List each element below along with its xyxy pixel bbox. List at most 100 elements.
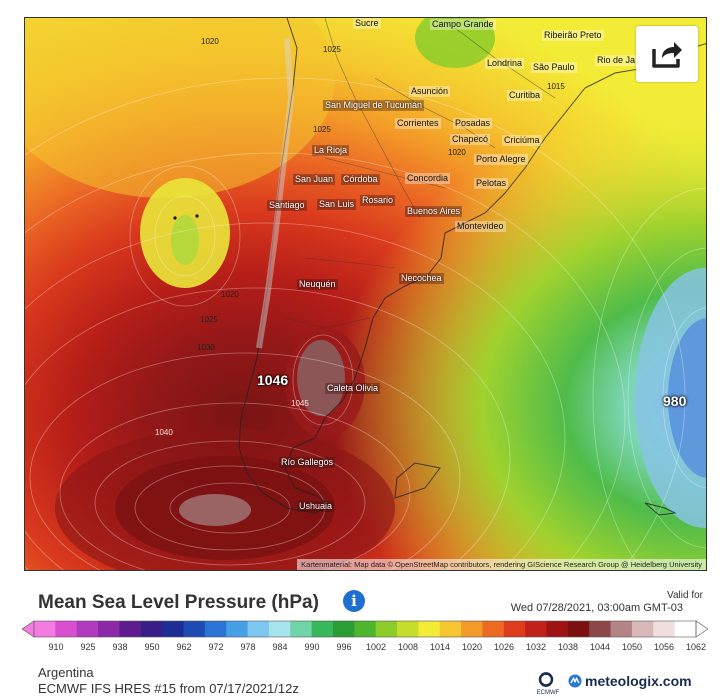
color-scale-segment: [183, 621, 206, 637]
pressure-map[interactable]: Sucre Campo Grande Ribeirão Preto Londrina S…: [24, 17, 707, 571]
color-scale-segment: [247, 621, 270, 637]
place-asuncion: Asunción: [409, 86, 451, 97]
place-caleta-olivia: Caleta Olivia: [325, 383, 381, 394]
place-buenos-aires: Buenos Aires: [405, 206, 463, 217]
place-campo-grande: Campo Grande: [430, 19, 496, 30]
legend-title: Mean Sea Level Pressure (hPa): [38, 592, 319, 613]
color-scale-tick: 1026: [493, 642, 515, 652]
place-rosario: Rosario: [360, 195, 396, 206]
place-rio: Rio de Ja: [595, 55, 638, 66]
color-scale-segment: [418, 621, 441, 637]
color-scale-segment: [610, 621, 633, 637]
color-scale-segment: [567, 621, 590, 637]
color-scale-tick: 984: [272, 642, 288, 652]
color-scale-segment: [674, 621, 697, 637]
share-button[interactable]: [636, 26, 698, 82]
place-concordia: Concordia: [405, 173, 451, 184]
isobar-label: 1025: [200, 315, 218, 324]
color-scale-segment: [653, 621, 676, 637]
color-scale-tick: 996: [336, 642, 352, 652]
color-scale-segment: [461, 621, 483, 637]
color-scale-tick: 1038: [557, 642, 579, 652]
isobar-label: 1020: [448, 148, 466, 157]
color-scale-segment: [119, 621, 142, 637]
place-necochea: Necochea: [399, 273, 444, 284]
color-scale-segment: [268, 621, 291, 637]
place-porto-alegre: Porto Alegre: [474, 154, 528, 165]
color-scale-tick: 1014: [429, 642, 451, 652]
color-scale-segment: [98, 621, 120, 637]
color-scale-segment: [546, 621, 569, 637]
color-scale-segment: [503, 621, 526, 637]
color-scale-segment: [34, 621, 56, 637]
color-scale-segment: [140, 621, 163, 637]
svg-text:ECMWF: ECMWF: [537, 690, 560, 696]
place-san-juan: San Juan: [293, 174, 336, 185]
place-criciuma: Criciúma: [502, 135, 542, 146]
place-chapeco: Chapecó: [450, 134, 491, 145]
place-ushuaia: Ushuaia: [297, 501, 335, 512]
color-scale-segment: [439, 621, 462, 637]
color-scale-tick: 925: [80, 642, 96, 652]
color-scale-tick: 990: [304, 642, 320, 652]
meteologix-brand-text: meteologix.com: [585, 673, 692, 689]
isobar-label: 1025: [313, 125, 331, 134]
color-scale-tick: 972: [208, 642, 224, 652]
color-scale-tick: 1062: [685, 642, 707, 652]
place-ribeirao-preto: Ribeirão Preto: [542, 30, 604, 41]
color-scale-tick: 1044: [589, 642, 611, 652]
place-pelotas: Pelotas: [474, 178, 509, 189]
color-scale-tick: 962: [176, 642, 192, 652]
color-scale-min-arrow: [22, 620, 35, 638]
color-scale-tick: 1002: [365, 642, 387, 652]
info-icon[interactable]: i: [343, 590, 365, 612]
color-scale-tick: 1050: [621, 642, 643, 652]
color-scale-segment: [311, 621, 334, 637]
place-neuquen: Neuquén: [297, 279, 338, 290]
color-scale-tick: 1008: [397, 642, 419, 652]
color-scale-segment: [482, 621, 505, 637]
isobar-label: 1015: [547, 82, 565, 91]
color-scale-segment: [589, 621, 612, 637]
place-montevideo: Montevideo: [455, 221, 506, 232]
place-san-miguel: San Miguel de Tucumán: [323, 100, 425, 111]
color-scale-segment: [332, 621, 355, 637]
color-scale-segment: [162, 621, 184, 637]
isobar-label: 1045: [291, 399, 309, 408]
color-scale-max-arrow: [695, 620, 708, 638]
place-curitiba: Curitiba: [507, 90, 543, 101]
place-cordoba: Córdoba: [341, 174, 380, 185]
isobar-label: 1040: [155, 428, 173, 437]
color-scale-bar: [22, 620, 708, 638]
isobar-label: 1020: [201, 37, 219, 46]
color-scale-tick: 1020: [461, 642, 483, 652]
place-la-rioja: La Rioja: [312, 145, 350, 156]
place-londrina: Londrina: [485, 58, 525, 69]
place-sao-paulo: São Paulo: [531, 62, 577, 73]
place-corrientes: Corrientes: [395, 118, 441, 129]
color-scale-segment: [55, 621, 78, 637]
place-posadas: Posadas: [453, 118, 493, 129]
color-scale-segment: [204, 621, 227, 637]
color-scale-segment: [375, 621, 398, 637]
place-sucre: Sucre: [353, 18, 381, 29]
place-san-luis: San Luis: [317, 199, 357, 210]
place-rio-gallegos: Río Gallegos: [279, 457, 336, 468]
region-label: Argentina: [38, 665, 94, 680]
valid-date: Wed 07/28/2021, 03:00am GMT-03: [510, 602, 683, 614]
place-santiago: Santiago: [267, 200, 307, 211]
isobar-label: 1020: [221, 290, 239, 299]
map-canvas: [25, 18, 706, 570]
color-scale-ticks: 910 925 938 950 962 972 978 984 990 996 1002 1008 10…: [22, 642, 708, 656]
color-scale-segment: [226, 621, 249, 637]
valid-for-label: Valid for: [667, 590, 703, 601]
color-scale-tick: 978: [240, 642, 256, 652]
meteologix-brand[interactable]: meteologix.com: [568, 673, 692, 689]
share-icon: [652, 42, 682, 68]
color-scale-segment: [397, 621, 419, 637]
color-scale-tick: 938: [112, 642, 128, 652]
pressure-center-label: 1046: [257, 372, 289, 388]
color-scale-segment: [76, 621, 99, 637]
color-scale-tick: 1056: [653, 642, 675, 652]
color-scale-segment: [354, 621, 377, 637]
